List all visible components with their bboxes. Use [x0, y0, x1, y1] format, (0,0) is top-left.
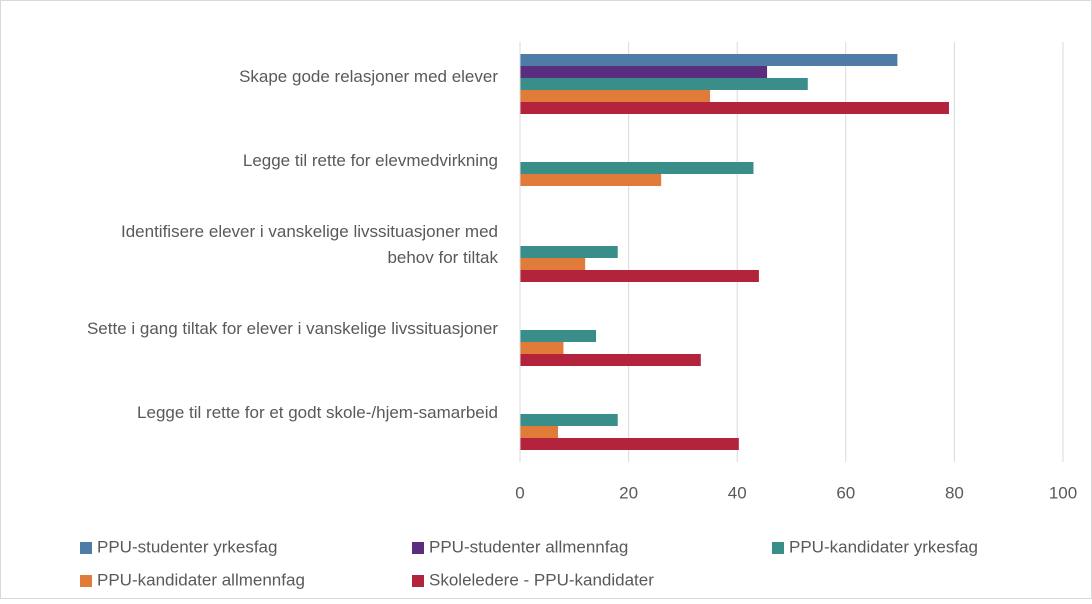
bar — [520, 78, 808, 90]
bar — [520, 354, 701, 366]
bar — [520, 270, 759, 282]
legend-swatch — [412, 542, 424, 554]
bar — [520, 330, 597, 342]
x-tick-label: 20 — [619, 483, 638, 502]
x-tick-label: 60 — [836, 483, 855, 502]
legend-label: PPU-studenter allmennfag — [429, 537, 628, 556]
bar — [520, 90, 711, 102]
legend-swatch — [772, 542, 784, 554]
x-tick-label: 0 — [515, 483, 524, 502]
bar — [520, 162, 754, 174]
legend-label: Skoleledere - PPU-kandidater — [429, 570, 654, 589]
bar — [520, 426, 559, 438]
bar — [520, 438, 739, 450]
y-tick-label: Identifisere elever i vanskelige livssit… — [121, 222, 499, 267]
y-tick-label: Skape gode relasjoner med elever — [239, 67, 498, 86]
bar — [520, 54, 898, 66]
y-tick-label: Sette i gang tiltak for elever i vanskel… — [87, 319, 498, 338]
legend-label: PPU-kandidater allmennfag — [97, 570, 305, 589]
legend-swatch — [80, 575, 92, 587]
legend-label: PPU-studenter yrkesfag — [97, 537, 277, 556]
bar — [520, 174, 662, 186]
bar — [520, 102, 949, 114]
y-tick-label: Legge til rette for et godt skole-/hjem-… — [137, 403, 498, 422]
y-tick-label: Legge til rette for elevmedvirkning — [243, 151, 498, 170]
bar — [520, 246, 618, 258]
bar — [520, 414, 618, 426]
x-tick-label: 40 — [728, 483, 747, 502]
legend-swatch — [412, 575, 424, 587]
x-tick-label: 100 — [1049, 483, 1077, 502]
bar — [520, 342, 564, 354]
bar — [520, 258, 586, 270]
x-tick-label: 80 — [945, 483, 964, 502]
legend-label: PPU-kandidater yrkesfag — [789, 537, 978, 556]
legend-swatch — [80, 542, 92, 554]
bar — [520, 66, 768, 78]
